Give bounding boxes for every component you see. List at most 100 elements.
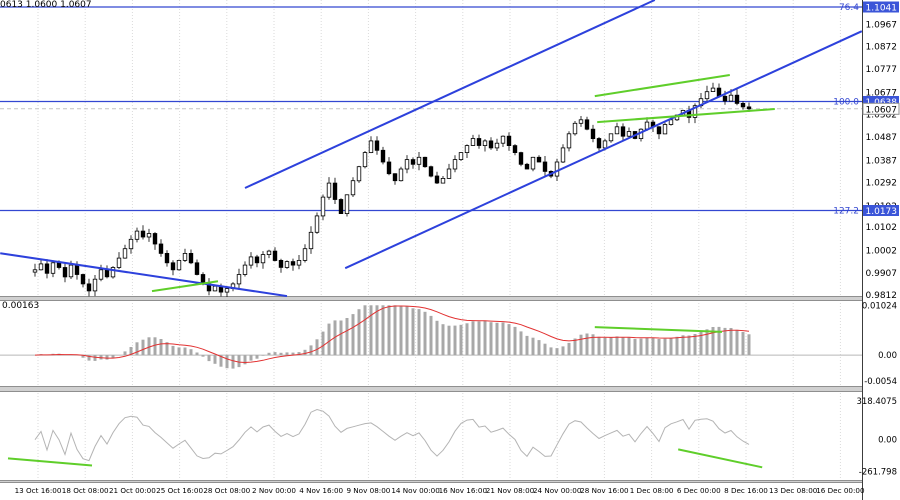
green-channel-upper[interactable] [594,74,730,98]
panel-separators[interactable] [0,296,900,483]
macd-bar [561,346,565,355]
candle [290,261,296,266]
time-axis[interactable]: 13 Oct 16:00 18 Oct 08:00 21 Oct 00:00 25 O… [15,486,865,495]
macd-bar [375,305,379,355]
macd-bar [231,355,235,369]
macd-bar [591,334,595,355]
macd-bar [459,324,463,356]
old-descending-trendline[interactable] [0,252,288,297]
time-axis-label: 6 Dec 00:00 [677,486,721,495]
time-axis-label: 25 Oct 16:00 [156,486,203,495]
price-panel[interactable] [0,6,862,212]
candle [734,94,740,104]
candle [746,106,752,110]
macd-bar [273,352,277,355]
candle [392,173,398,182]
macd-axis-label: 0.01024 [862,302,897,312]
time-axis-label: 21 Oct 00:00 [109,486,156,495]
candle [338,199,344,215]
macd-bar [357,309,361,356]
ascending-channel-upper[interactable] [244,0,656,189]
candle [608,133,614,142]
candle [398,168,404,182]
macd-bar [285,352,289,356]
macd-bar [129,347,133,356]
candle [362,152,368,168]
ascending-channel-lower[interactable] [344,30,862,270]
candle [542,161,548,172]
candle [512,145,518,154]
candle [266,250,272,256]
macd-bar [189,349,193,356]
green-channel-lower[interactable] [597,108,775,124]
macd-bar [675,336,679,356]
candle [578,119,584,124]
candle [62,267,68,278]
price-axis[interactable]: 1.0967 1.0872 1.0777 1.0677 1.0582 1.0487 1.03… [833,0,900,500]
macd-bar [351,314,355,356]
cci-panel[interactable] [7,408,763,469]
axis-background [863,0,900,500]
macd-bar [441,324,445,356]
panel-separator[interactable] [0,386,900,392]
candle [308,231,314,250]
price-axis-label: 0.9907 [866,269,898,279]
time-axis-label: 13 Dec 08:00 [769,486,818,495]
macd-axis-label: -0.0054 [864,377,897,387]
macd-bar [363,305,367,355]
candle [440,177,446,184]
green-support-segment[interactable] [151,280,219,293]
cci-green-trendline-right[interactable] [677,448,763,469]
candle [602,140,608,149]
candle [464,145,470,154]
macd-bar [243,355,247,365]
macd-bar [741,332,745,356]
price-axis-label: 0.9812 [866,291,898,301]
candle [506,135,512,146]
candle [140,230,146,238]
candle [662,124,668,135]
candle [584,119,590,130]
cci-green-trendline-left[interactable] [7,457,93,467]
candle [110,267,116,278]
price-trendlines[interactable] [0,0,862,297]
macd-bar [171,345,175,356]
candle [656,126,662,135]
candle [284,261,290,268]
macd-histogram [39,305,751,369]
macd-bar [261,355,265,356]
candle [422,156,428,168]
fib-price-badge-text: 1.1041 [866,4,898,14]
candle [590,128,596,139]
macd-bar [723,327,727,356]
candle [134,230,140,240]
macd-bar [369,305,373,355]
macd-bar [537,340,541,355]
macd-bar [219,355,223,367]
macd-bar [567,342,571,356]
candle [272,250,278,261]
candle [446,168,452,179]
macd-green-trendline[interactable] [594,326,723,333]
candle [44,263,50,274]
candle [56,262,62,268]
macd-bar [327,323,331,356]
macd-bar [387,305,391,355]
time-axis-label: 2 Nov 00:00 [252,486,296,495]
candle [380,149,386,163]
macd-bar [321,331,325,355]
panel-separator[interactable] [0,480,900,483]
macd-bar [105,355,109,360]
price-axis-label: 1.0002 [866,247,898,257]
macd-bar [729,328,733,355]
candle [404,159,410,170]
macd-panel[interactable] [0,305,862,369]
macd-bar [279,352,283,356]
candle [536,156,542,163]
macd-bar [603,337,607,355]
macd-bar [345,318,349,356]
current-price-text: 1.0607 [866,105,898,115]
panel-separator[interactable] [0,296,900,301]
